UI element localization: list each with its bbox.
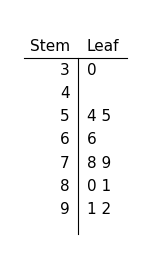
Text: 6: 6 bbox=[87, 132, 96, 147]
Text: 1 2: 1 2 bbox=[87, 202, 111, 217]
Text: 9: 9 bbox=[60, 202, 70, 217]
Text: 5: 5 bbox=[60, 109, 70, 124]
Text: 0: 0 bbox=[87, 62, 96, 78]
Text: 4: 4 bbox=[60, 86, 70, 101]
Text: 0 1: 0 1 bbox=[87, 179, 111, 194]
Text: Stem: Stem bbox=[30, 39, 70, 54]
Text: 8 9: 8 9 bbox=[87, 155, 111, 171]
Text: 6: 6 bbox=[60, 132, 70, 147]
Text: 3: 3 bbox=[60, 62, 70, 78]
Text: 8: 8 bbox=[60, 179, 70, 194]
Text: 7: 7 bbox=[60, 155, 70, 171]
Text: 4 5: 4 5 bbox=[87, 109, 111, 124]
Text: Leaf: Leaf bbox=[87, 39, 119, 54]
